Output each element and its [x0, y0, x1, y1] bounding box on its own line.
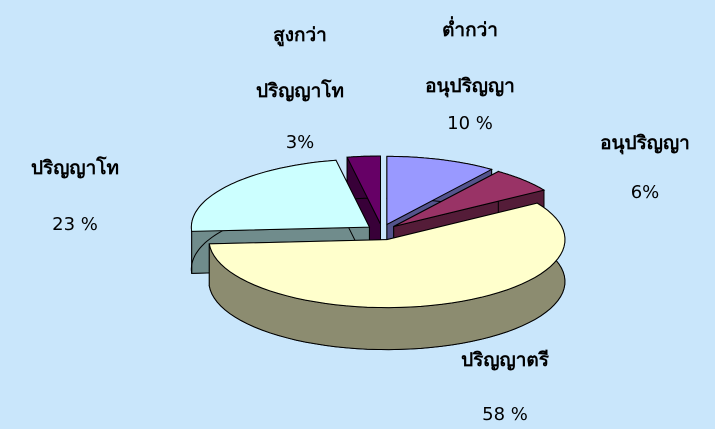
- slice: [393, 170, 546, 227]
- category-label: สูงกว่า ปริญญาโท: [255, 24, 345, 102]
- category-label: ปริญญาตรี: [461, 349, 549, 371]
- slice: [190, 159, 371, 232]
- slice: [208, 202, 566, 309]
- slice: [386, 155, 493, 226]
- value-label: 10 %: [447, 113, 493, 134]
- category-label: ต่ำกว่า อนุปริญญา: [425, 19, 515, 97]
- value-label: 23 %: [52, 214, 98, 235]
- category-label: อนุปริญญา: [600, 132, 690, 154]
- value-label: 3%: [285, 132, 315, 153]
- slice: [346, 155, 381, 225]
- value-label: 58 %: [482, 404, 528, 425]
- category-label: ปริญญาโท: [30, 157, 120, 179]
- value-label: 6%: [630, 182, 660, 203]
